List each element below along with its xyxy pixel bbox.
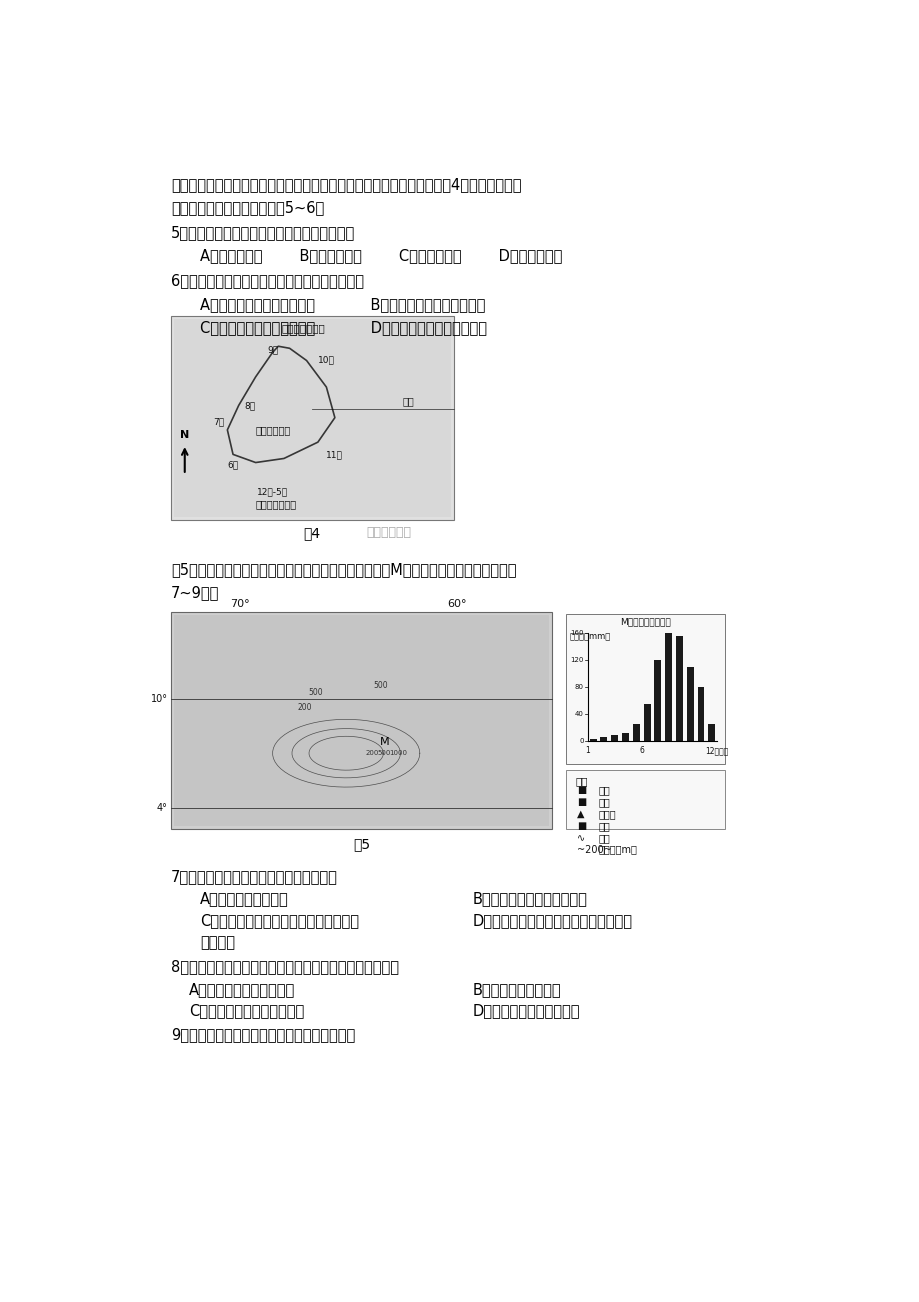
Text: 0: 0 [579, 738, 584, 743]
Text: 6月: 6月 [227, 461, 238, 470]
Text: 图5: 图5 [353, 837, 369, 852]
Text: 石油: 石油 [598, 785, 609, 796]
Text: 10月: 10月 [318, 355, 335, 365]
Text: 4°: 4° [156, 802, 167, 812]
Text: 11月: 11月 [326, 450, 343, 460]
Bar [632, 724, 639, 741]
Text: A．干、支流水流平稳: A．干、支流水流平稳 [200, 892, 289, 906]
Text: ■: ■ [576, 785, 585, 796]
Text: N: N [180, 430, 189, 440]
Text: 赛伦盖蒂草原: 赛伦盖蒂草原 [255, 424, 290, 435]
Text: 7月: 7月 [213, 418, 224, 427]
Text: 东非大草原图: 东非大草原图 [366, 526, 411, 539]
Text: C．城市扩大，非农用地增加            D．动物迁徙，踩踏啃食草皮: C．城市扩大，非农用地增加 D．动物迁徙，踩踏啃食草皮 [200, 320, 487, 335]
Text: 500: 500 [377, 750, 391, 756]
Text: 160: 160 [570, 630, 584, 635]
Bar [664, 633, 672, 741]
Text: 河流: 河流 [598, 833, 609, 842]
Text: 赤道: 赤道 [403, 396, 414, 406]
Text: M: M [380, 737, 389, 747]
Text: 马塞马拉大草原: 马塞马拉大草原 [281, 323, 325, 333]
Text: 1000: 1000 [389, 750, 406, 756]
Text: 40: 40 [574, 711, 584, 716]
Text: 9月: 9月 [267, 345, 278, 354]
Bar [653, 660, 661, 741]
Text: 6: 6 [639, 746, 643, 755]
Bar [171, 612, 551, 829]
Text: ∿: ∿ [576, 833, 584, 842]
Bar [174, 615, 549, 827]
Text: 等高线（m）: 等高线（m） [598, 845, 637, 854]
Text: M地降水量月份分配: M地降水量月份分配 [619, 617, 670, 626]
Text: 图4: 图4 [303, 526, 321, 540]
Bar [675, 637, 682, 741]
Text: A．地形以高原、山地为主: A．地形以高原、山地为主 [188, 982, 295, 996]
Text: 恩戈罗戈罗草原: 恩戈罗戈罗草原 [255, 499, 297, 509]
Text: 8月: 8月 [244, 401, 255, 410]
Text: B．干、支流水量季节变化小: B．干、支流水量季节变化小 [472, 892, 587, 906]
Text: ▲: ▲ [576, 809, 584, 819]
Bar [621, 733, 629, 741]
Text: 7．下列关于该河流特征的叙述，正确的是: 7．下列关于该河流特征的叙述，正确的是 [171, 870, 337, 884]
Bar [565, 769, 724, 829]
Text: D．气候是干流两侧支流分布差异的主要: D．气候是干流两侧支流分布差异的主要 [472, 913, 632, 928]
Text: 锰矿: 锰矿 [598, 820, 609, 831]
Bar [643, 703, 650, 741]
Text: 120: 120 [570, 656, 584, 663]
Text: 12月-5月: 12月-5月 [256, 487, 288, 496]
Text: 铁矿石: 铁矿石 [598, 809, 616, 819]
Text: 200: 200 [365, 750, 379, 756]
Text: 图例: 图例 [574, 776, 587, 786]
Text: C．气候以热带雨林气候为主: C．气候以热带雨林气候为主 [188, 1004, 303, 1018]
Text: 影响因素: 影响因素 [200, 935, 235, 949]
Text: 6．近几十年来，东非高原生态退化的主要原因是: 6．近几十年来，东非高原生态退化的主要原因是 [171, 273, 363, 288]
Bar [174, 319, 450, 517]
Bar [610, 736, 618, 741]
Text: 500: 500 [308, 687, 323, 697]
Bar [708, 724, 714, 741]
Text: 60°: 60° [447, 599, 466, 609]
Text: 1: 1 [584, 746, 589, 755]
Text: 200: 200 [297, 703, 312, 712]
Text: 70°: 70° [230, 599, 249, 609]
Text: A．地球的自转        B．地球的公转        C．水循环运动        D．地壳的运动: A．地球的自转 B．地球的公转 C．水循环运动 D．地壳的运动 [200, 247, 562, 263]
Bar [171, 315, 453, 519]
Text: 5．造成东非高原野生动物大迁徙的根本原因是: 5．造成东非高原野生动物大迁徙的根本原因是 [171, 225, 355, 240]
Text: C．干流贴近东南高地与地转偏向力无关: C．干流贴近东南高地与地转偏向力无关 [200, 913, 358, 928]
Text: ■: ■ [576, 820, 585, 831]
Bar [697, 686, 704, 741]
Text: 大迁徙路线示意图。读图完成5~6题: 大迁徙路线示意图。读图完成5~6题 [171, 201, 323, 215]
Text: 8．下列关于该河流域主要自然地理特征的叙述，正确的是: 8．下列关于该河流域主要自然地理特征的叙述，正确的是 [171, 960, 398, 974]
Bar [565, 613, 724, 764]
Text: 500: 500 [373, 681, 388, 690]
Text: 图5为南美洲北部奥里诺科河流域（主体部分）示意图及M地降水量月分配图。读图完成: 图5为南美洲北部奥里诺科河流域（主体部分）示意图及M地降水量月分配图。读图完成 [171, 562, 516, 577]
Bar [600, 737, 607, 741]
Bar [686, 667, 693, 741]
Text: 12（月）: 12（月） [705, 746, 728, 755]
Text: 80: 80 [574, 684, 584, 690]
Text: D．水循环以陆上循环为主: D．水循环以陆上循环为主 [472, 1004, 580, 1018]
Text: 每年东非高原上几十万头角马、斑马等野生动物发生周期性的大迁徙。图4为东非野生动物: 每年东非高原上几十万头角马、斑马等野生动物发生周期性的大迁徙。图4为东非野生动物 [171, 177, 521, 191]
Text: ■: ■ [576, 797, 585, 807]
Text: B植被以热带草原为主: B植被以热带草原为主 [472, 982, 562, 996]
Text: ~200~: ~200~ [576, 845, 611, 854]
Text: 煤炭: 煤炭 [598, 797, 609, 807]
Text: 9．下列产业中，最有可能成为支柱性产业的是: 9．下列产业中，最有可能成为支柱性产业的是 [171, 1027, 355, 1042]
Text: 10°: 10° [151, 694, 167, 704]
Bar [589, 738, 596, 741]
Text: A．过牧过垦，土地退化加剧            B．修路开矿，破坏地表植被: A．过牧过垦，土地退化加剧 B．修路开矿，破坏地表植被 [200, 297, 485, 312]
Text: 7~9题。: 7~9题。 [171, 585, 219, 600]
Text: 降水量（mm）: 降水量（mm） [569, 631, 609, 641]
